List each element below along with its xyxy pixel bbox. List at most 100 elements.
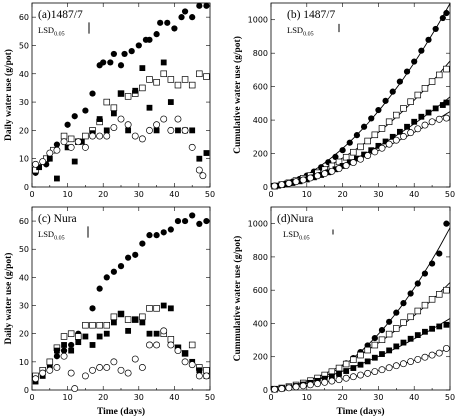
data-point [124, 316, 132, 323]
x-tick-label: 0 [268, 190, 273, 199]
x-tick-label: 10 [63, 393, 73, 402]
data-point [332, 166, 339, 173]
data-point [196, 367, 203, 374]
data-point [125, 127, 132, 134]
data-point [296, 178, 303, 185]
data-point [389, 88, 396, 95]
data-point [385, 330, 393, 338]
data-point [153, 232, 160, 239]
data-point [96, 321, 103, 329]
data-point [189, 212, 196, 219]
data-point [375, 106, 382, 114]
data-point [392, 362, 400, 370]
data-point [328, 167, 336, 175]
data-point [411, 58, 418, 65]
data-point [357, 351, 364, 359]
y-tick-label: 50 [19, 41, 29, 50]
data-point [278, 385, 286, 393]
data-point [110, 268, 117, 275]
y-axis-title: Daily water use (g/pot) [3, 253, 14, 345]
data-point [188, 81, 196, 89]
data-point [178, 14, 185, 21]
data-point [303, 176, 310, 183]
data-point [342, 162, 350, 170]
data-point [443, 9, 450, 17]
data-point [378, 366, 386, 374]
data-point [328, 377, 336, 385]
x-tick-label: 50 [445, 393, 455, 402]
data-point [382, 138, 389, 145]
x-tick-label: 20 [338, 393, 348, 402]
data-point [435, 349, 443, 357]
data-point [181, 358, 189, 366]
data-point [71, 385, 79, 393]
data-point [196, 70, 203, 78]
chart-panel-c: 0 10 20 30 40 50 0 10 20 30 40 50 60 Daily water use … [3, 206, 215, 417]
data-point [103, 127, 110, 134]
data-point [364, 152, 372, 160]
data-point [124, 121, 132, 129]
data-point [357, 371, 364, 379]
y-tick-label: 20 [19, 330, 29, 339]
data-point [203, 73, 210, 80]
data-point [67, 369, 75, 377]
chart-panel-a: 0 10 20 30 40 50 0 10 20 30 40 50 60 Daily water use … [3, 2, 215, 199]
data-point [436, 291, 443, 298]
lsd-label: LSD0.05 [283, 229, 310, 242]
data-point [71, 113, 78, 120]
y-tick-label: 800 [253, 253, 268, 262]
data-point [139, 319, 146, 326]
data-point [278, 181, 286, 189]
data-point [325, 169, 332, 176]
data-point [195, 166, 203, 174]
data-point [400, 319, 407, 326]
chart-panel-b: 0 10 20 30 40 50 0 200 400 600 800 1000 Cumulative w… [232, 2, 455, 199]
data-point [439, 14, 446, 22]
data-point [181, 76, 189, 83]
y-tick-label: 60 [19, 217, 29, 226]
data-point [174, 217, 182, 225]
data-point [371, 368, 379, 375]
data-point [167, 126, 175, 134]
data-point [60, 132, 68, 140]
data-point [100, 59, 107, 66]
data-point [96, 333, 103, 340]
data-point [46, 358, 54, 366]
data-point [171, 25, 178, 32]
lsd-label: LSD0.05 [287, 25, 314, 38]
y-tick-label: 600 [253, 286, 268, 295]
data-point [182, 350, 188, 357]
data-point [335, 158, 343, 166]
data-point [110, 358, 118, 366]
y-tick-label: 40 [19, 70, 29, 79]
data-point [96, 132, 104, 140]
data-point [335, 376, 343, 384]
data-point [357, 143, 364, 151]
x-tick-label: 50 [205, 190, 215, 199]
data-point [378, 327, 386, 334]
data-point [67, 135, 75, 143]
data-point [167, 336, 175, 343]
x-tick-label: 30 [134, 190, 144, 199]
data-point [393, 309, 400, 316]
data-point [67, 330, 75, 337]
data-point [82, 107, 89, 114]
data-point [400, 300, 407, 307]
y-tick-label: 30 [19, 302, 29, 311]
x-tick-label: 40 [169, 393, 179, 402]
data-point [436, 71, 443, 79]
data-point [422, 328, 428, 335]
data-point [379, 351, 385, 357]
data-point [54, 347, 60, 354]
data-point [157, 19, 164, 26]
data-point [203, 2, 210, 9]
data-point [138, 364, 146, 371]
series-open-square [32, 70, 210, 174]
data-point [174, 81, 182, 89]
data-point [132, 251, 139, 258]
data-point [364, 369, 372, 377]
data-point [75, 333, 82, 340]
data-point [64, 144, 71, 151]
y-tick-label: 1000 [248, 16, 268, 25]
data-point [364, 346, 371, 354]
